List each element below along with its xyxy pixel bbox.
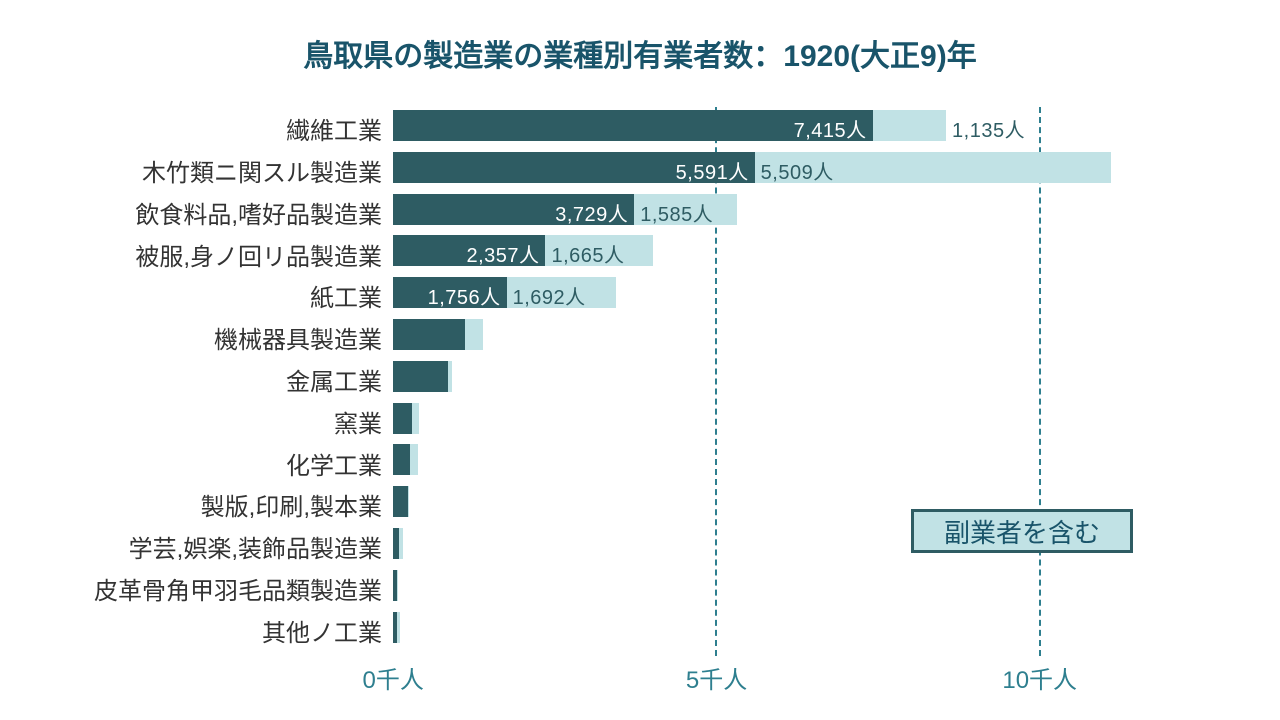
bar-value-secondary: 1,585人 — [640, 198, 713, 227]
gridline — [1039, 107, 1041, 656]
bar-value-primary: 5,591人 — [676, 156, 749, 185]
bar-segment-primary — [393, 444, 410, 475]
bar-segment-secondary — [873, 110, 946, 141]
bar-value-primary: 7,415人 — [794, 114, 867, 143]
y-axis-label: 化学工業 — [0, 446, 382, 481]
bar-value-secondary: 1,692人 — [513, 281, 586, 310]
bar-value-primary: 3,729人 — [555, 198, 628, 227]
y-axis-label: 飲食料品,嗜好品製造業 — [0, 195, 382, 230]
y-axis-label: 製版,印刷,製本業 — [0, 487, 382, 522]
bar-value-secondary: 1,665人 — [551, 239, 624, 268]
y-axis-label: 機械器具製造業 — [0, 320, 382, 355]
bar-segment-secondary — [448, 361, 452, 392]
bar-value-primary: 2,357人 — [466, 239, 539, 268]
y-axis-label: 繊維工業 — [0, 111, 382, 146]
bar-segment-secondary — [412, 403, 419, 434]
bar-segment-primary — [393, 403, 412, 434]
bar-segment-primary — [393, 486, 408, 517]
bar-segment-primary — [393, 319, 465, 350]
bar-value-primary: 1,756人 — [428, 281, 501, 310]
chart-title: 鳥取県の製造業の業種別有業者数：1920(大正9)年 — [0, 31, 1280, 75]
note-box: 副業者を含む — [911, 509, 1133, 553]
gridline — [715, 107, 717, 656]
bar-segment-secondary — [465, 319, 483, 350]
bar-value-secondary: 5,509人 — [761, 156, 834, 185]
y-axis-label: 木竹類ニ関スル製造業 — [0, 153, 382, 188]
x-axis-label: 5千人 — [686, 660, 747, 695]
y-axis-label: 金属工業 — [0, 362, 382, 397]
bar-segment-secondary — [399, 528, 403, 559]
bar-segment-secondary — [410, 444, 418, 475]
y-axis-label: 其他ノ工業 — [0, 613, 382, 648]
y-axis-label: 紙工業 — [0, 278, 382, 313]
x-axis-label: 10千人 — [1002, 660, 1077, 695]
bar-segment-secondary — [408, 486, 409, 517]
y-axis-label: 被服,身ノ回リ品製造業 — [0, 237, 382, 272]
y-axis-label: 窯業 — [0, 404, 382, 439]
bar-segment-secondary — [397, 612, 400, 643]
y-axis-label: 学芸,娯楽,装飾品製造業 — [0, 529, 382, 564]
x-axis-label: 0千人 — [363, 660, 424, 695]
bar-segment-primary — [393, 361, 448, 392]
bar-segment-secondary — [397, 570, 398, 601]
bar-value-secondary: 1,135人 — [952, 114, 1025, 143]
y-axis-label: 皮革骨角甲羽毛品類製造業 — [0, 571, 382, 606]
